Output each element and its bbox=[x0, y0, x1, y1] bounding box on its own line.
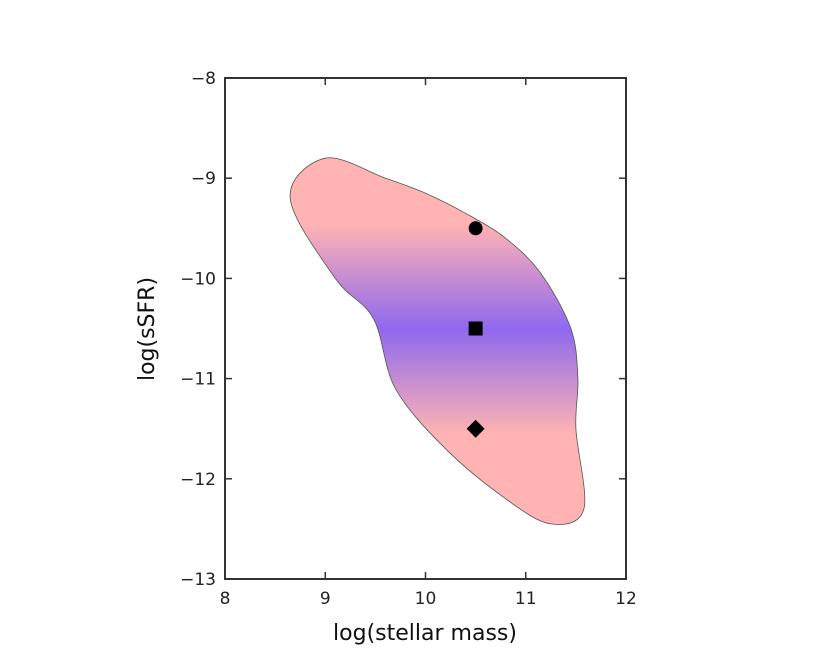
diamond-marker bbox=[466, 419, 485, 438]
x-tick-label: 11 bbox=[515, 589, 537, 609]
x-tick-label: 9 bbox=[320, 589, 331, 609]
y-tick-label: −11 bbox=[180, 370, 216, 390]
y-tick-label: −10 bbox=[180, 269, 216, 289]
x-tick-label: 12 bbox=[615, 589, 637, 609]
contour-region bbox=[289, 157, 586, 525]
y-tick-label: −12 bbox=[180, 470, 216, 490]
y-tick-label: −9 bbox=[191, 169, 216, 189]
x-axis-label: log(stellar mass) bbox=[333, 621, 517, 646]
x-tick-label: 8 bbox=[220, 589, 231, 609]
y-axis-label: log(sSFR) bbox=[135, 277, 160, 381]
x-tick-label: 10 bbox=[415, 589, 437, 609]
x-axis: 8 9 10 11 12 bbox=[220, 78, 637, 609]
y-axis: −13 −12 −11 −10 −9 −8 bbox=[180, 69, 626, 590]
circle-marker bbox=[468, 221, 483, 236]
contour-region-layer bbox=[289, 157, 586, 525]
y-tick-label: −13 bbox=[180, 570, 216, 590]
square-marker bbox=[468, 321, 483, 336]
markers-layer bbox=[466, 221, 485, 438]
y-tick-label: −8 bbox=[191, 69, 216, 89]
